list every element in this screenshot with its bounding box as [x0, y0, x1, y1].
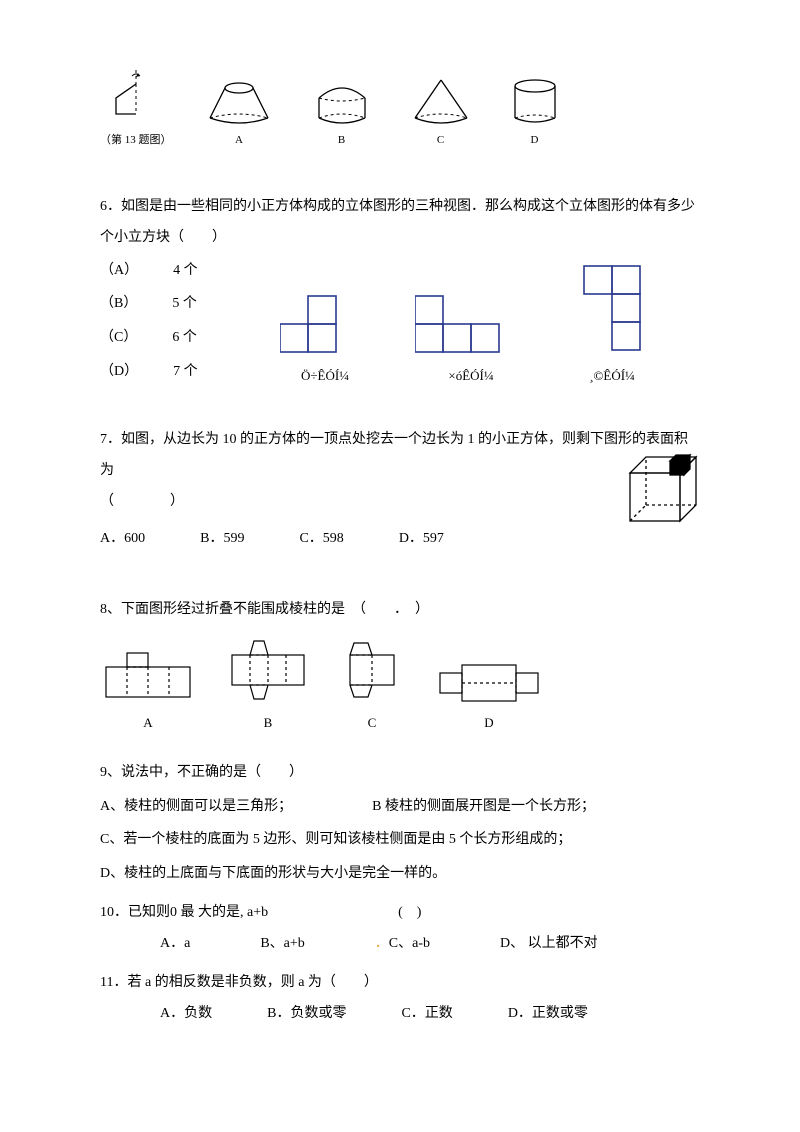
q5-rotation-shape: （第 13 题图）	[100, 70, 172, 152]
q11-options: A．负数 B．负数或零 C．正数 D．正数或零	[100, 999, 700, 1030]
q5-label-b: B	[307, 128, 377, 152]
q9-opt-b: B 棱柱的侧面展开图是一个长方形；	[372, 790, 595, 824]
q6-opt-b: （B） 5 个	[100, 287, 250, 321]
q8-label-c: C	[340, 709, 404, 738]
q5-figure-row: （第 13 题图） A B	[100, 70, 700, 152]
q7-opt-b: B．599	[200, 524, 244, 555]
question-7: 7．如图，从边长为 10 的正方体的一顶点处挖去一个边长为 1 的小正方体，则剩…	[100, 425, 700, 554]
question-8: 8、下面图形经过折叠不能围成棱柱的是 （ ． ） A	[100, 595, 700, 738]
q11-opt-d: D．正数或零	[508, 999, 588, 1030]
q10-text-l: 10．已知则0 最 大的是, a+b	[100, 898, 268, 929]
q6-top-label: ¸©ÊÓÍ¼	[572, 362, 652, 391]
q6-side-label: ×óÊÓÍ¼	[415, 362, 527, 391]
q8-label-d: D	[434, 709, 544, 738]
q5-option-d: D	[505, 76, 565, 152]
q5-label-d: D	[505, 128, 565, 152]
q6-opt-c: （C） 6 个	[100, 321, 250, 355]
q6-front-view: Ö÷ÊÓÍ¼	[280, 290, 370, 391]
q7-text-2: （ ）	[100, 487, 700, 518]
q5-label-a: A	[202, 128, 277, 152]
q7-options: A．600 B．599 C．598 D．597	[100, 524, 700, 555]
q9-opt-d: D、棱柱的上底面与下底面的形状与大小是完全一样的。	[100, 857, 700, 891]
q10-options: A．a B、a+b ．C、a-b D、 以上都不对	[100, 929, 700, 960]
q8-text: 8、下面图形经过折叠不能围成棱柱的是 （ ． ）	[100, 595, 700, 626]
q8-option-a: A	[100, 647, 196, 738]
q10-opt-c: C、a-b	[389, 936, 430, 951]
q10-opt-a: A．a	[160, 929, 190, 960]
orange-dot-icon: ．	[375, 936, 389, 951]
question-6: 6．如图是由一些相同的小正方体构成的立体图形的三种视图．那么构成这个立体图形的体…	[100, 192, 700, 390]
q8-option-b: B	[226, 635, 310, 738]
q5-option-a: A	[202, 78, 277, 152]
q6-opt-d: （D） 7 个	[100, 355, 250, 389]
question-9: 9、说法中，不正确的是（ ） A、棱柱的侧面可以是三角形； B 棱柱的侧面展开图…	[100, 756, 700, 890]
q5-option-b: B	[307, 76, 377, 152]
q7-opt-a: A．600	[100, 524, 145, 555]
q10-opt-b: B、a+b	[260, 929, 304, 960]
q7-cube-figure	[624, 451, 710, 527]
q6-side-view: ×óÊÓÍ¼	[415, 290, 527, 391]
q11-text: 11．若 a 的相反数是非负数，则 a 为（ ）	[100, 968, 700, 999]
q9-opt-a: A、棱柱的侧面可以是三角形；	[100, 790, 292, 824]
q6-top-view: ¸©ÊÓÍ¼	[572, 262, 652, 391]
question-11: 11．若 a 的相反数是非负数，则 a 为（ ） A．负数 B．负数或零 C．正…	[100, 968, 700, 1030]
q6-text-1: 6．如图是由一些相同的小正方体构成的立体图形的三种视图．那么构成这个立体图形的体…	[100, 192, 700, 223]
q8-label-b: B	[226, 709, 310, 738]
q7-text-1: 7．如图，从边长为 10 的正方体的一顶点处挖去一个边长为 1 的小正方体，则剩…	[100, 425, 700, 487]
q5-label-c: C	[407, 128, 475, 152]
q9-opt-c: C、若一个棱柱的底面为 5 边形、则可知该棱柱侧面是由 5 个长方形组成的；	[100, 823, 700, 857]
q11-opt-b: B．负数或零	[267, 999, 346, 1030]
q8-option-d: D	[434, 659, 544, 738]
q9-text: 9、说法中，不正确的是（ ）	[100, 756, 700, 790]
q6-opt-a: （A） 4 个	[100, 254, 250, 288]
q11-opt-a: A．负数	[160, 999, 212, 1030]
q8-text-span: 8、下面图形经过折叠不能围成棱柱的是 （ ． ）	[100, 602, 429, 617]
q7-opt-d: D．597	[399, 524, 444, 555]
q6-text-2: 个小立方块（ ）	[100, 223, 700, 254]
q7-opt-c: C．598	[299, 524, 343, 555]
q8-option-c: C	[340, 635, 404, 738]
q5-caption: （第 13 题图）	[100, 128, 172, 152]
q5-option-c: C	[407, 76, 475, 152]
q6-front-label: Ö÷ÊÓÍ¼	[280, 362, 370, 391]
q10-text-r: ( )	[398, 898, 421, 929]
q10-opt-d: D、 以上都不对	[500, 929, 598, 960]
q6-options: （A） 4 个 （B） 5 个 （C） 6 个 （D） 7 个	[100, 254, 250, 388]
q8-label-a: A	[100, 709, 196, 738]
q11-opt-c: C．正数	[401, 999, 452, 1030]
question-10: 10．已知则0 最 大的是, a+b ( ) A．a B、a+b ．C、a-b …	[100, 898, 700, 960]
